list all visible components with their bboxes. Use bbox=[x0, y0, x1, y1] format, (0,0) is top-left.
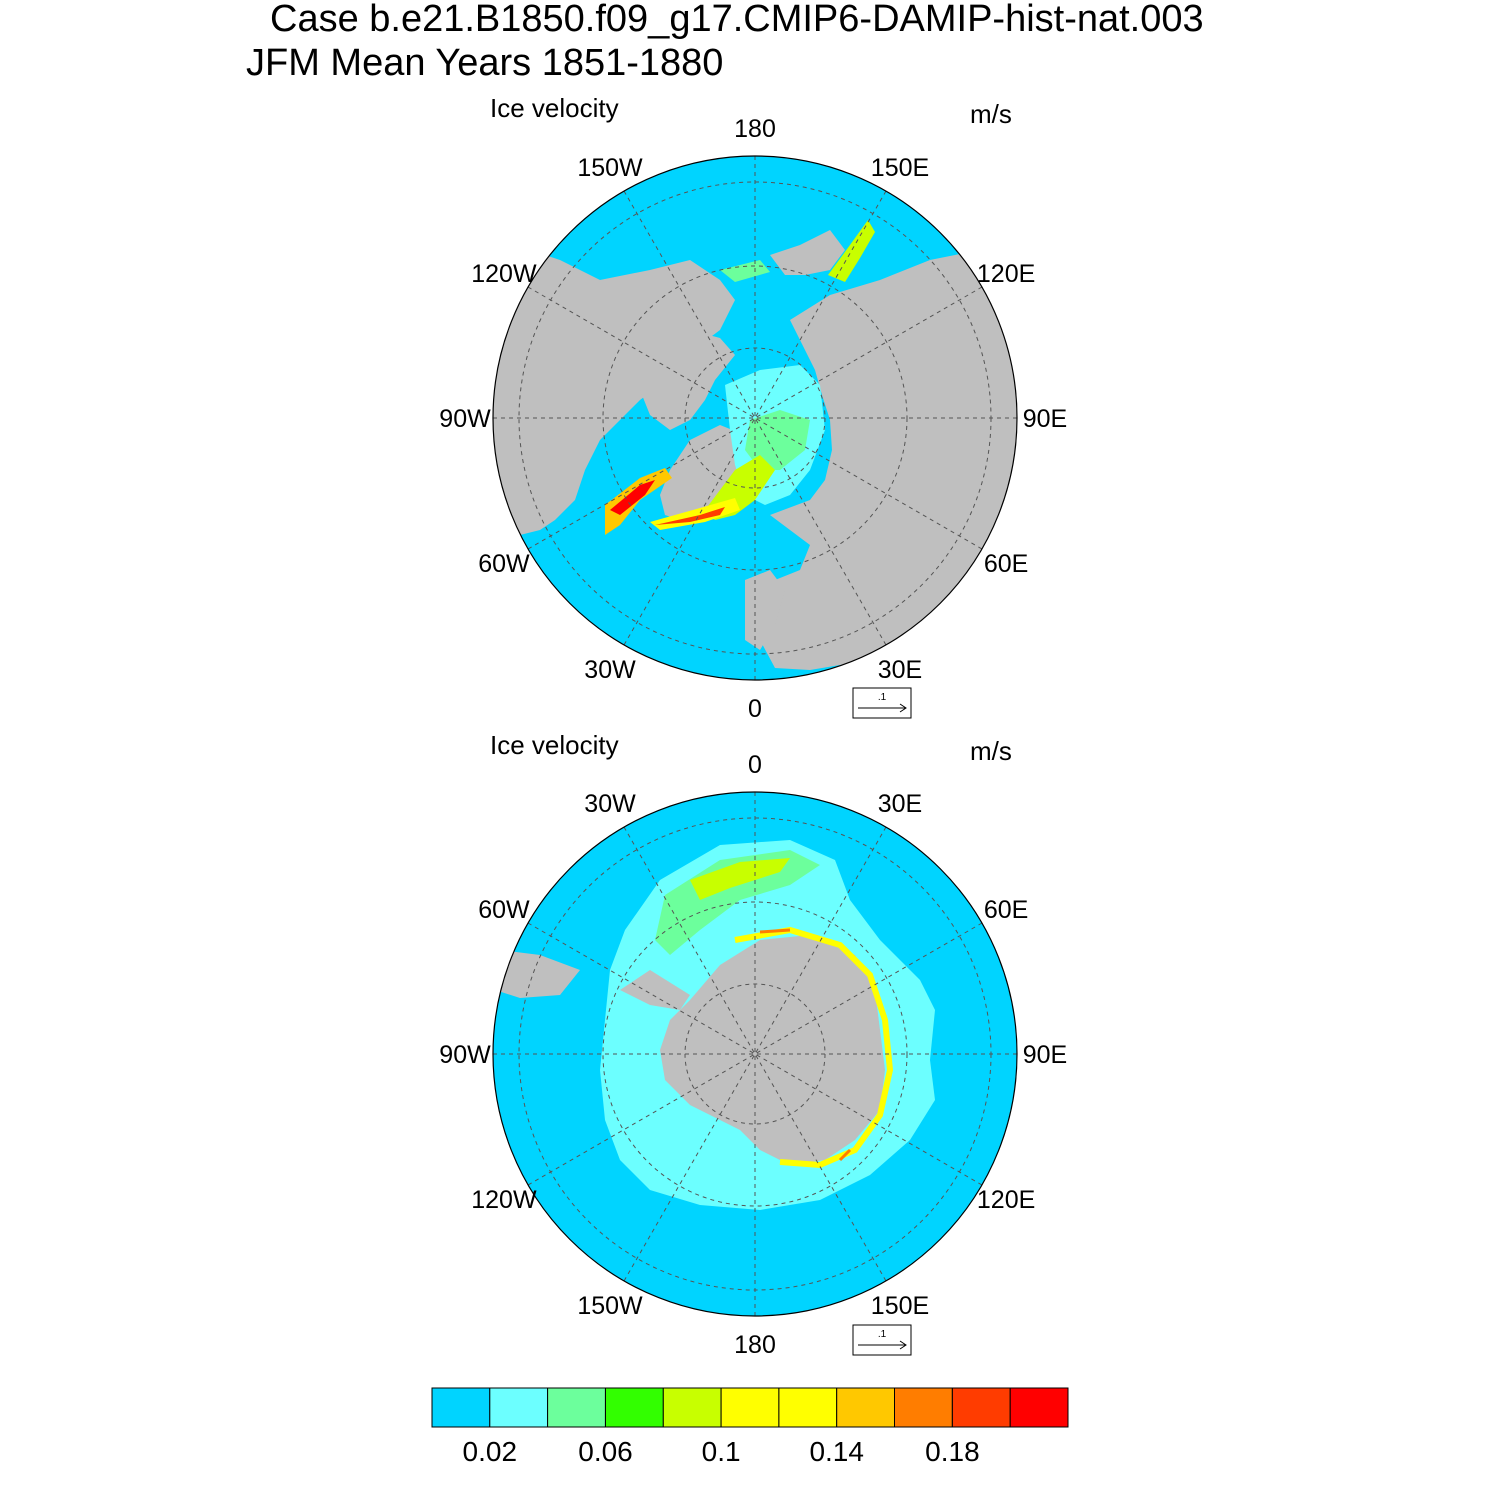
sh-ice-coastal-yellow bbox=[734, 926, 894, 1169]
sh-land-antarctica bbox=[660, 935, 885, 1165]
colorbar-tick-label: 0.02 bbox=[463, 1436, 518, 1467]
figure-title-period: JFM Mean Years 1851-1880 bbox=[246, 42, 724, 84]
sh-reference-vector-label: .1 bbox=[878, 1329, 887, 1340]
sh-lon-label: 150W bbox=[577, 1292, 643, 1320]
nh-land-archipelago bbox=[640, 330, 735, 430]
colorbar-box bbox=[662, 1387, 722, 1428]
nh-panel-units: m/s bbox=[970, 99, 1012, 129]
nh-lon-label: 60E bbox=[984, 550, 1028, 578]
nh-lon-label: 120E bbox=[977, 260, 1035, 288]
figure-title-case: Case b.e21.B1850.f09_g17.CMIP6-DAMIP-his… bbox=[270, 0, 1204, 40]
sh-panel-units: m/s bbox=[970, 736, 1012, 766]
sh-map-border bbox=[492, 791, 1018, 1317]
nh-map-border bbox=[492, 155, 1018, 681]
colorbar-tick-label: 0.18 bbox=[925, 1436, 980, 1467]
colorbar-box bbox=[431, 1387, 491, 1428]
nh-lon-label: 30W bbox=[584, 656, 636, 684]
colorbar-box bbox=[778, 1387, 838, 1428]
nh-ice-baffin-max bbox=[610, 480, 655, 515]
sh-graticule bbox=[493, 792, 1017, 1316]
colorbar-box bbox=[951, 1387, 1011, 1428]
sh-ice-weddell-fast bbox=[690, 858, 790, 900]
nh-lon-label: 30E bbox=[878, 656, 922, 684]
nh-lon-label: 90E bbox=[1023, 405, 1067, 433]
colorbar-box bbox=[605, 1387, 664, 1428]
colorbar-box bbox=[547, 1387, 606, 1428]
colorbar-box bbox=[894, 1387, 953, 1428]
colorbar-box bbox=[1009, 1387, 1069, 1428]
nh-ice-baffin bbox=[605, 468, 672, 535]
sh-ice-weddell bbox=[655, 850, 820, 955]
sh-lon-label: 60W bbox=[478, 896, 530, 924]
sh-reference-vector-arrowhead bbox=[899, 1340, 907, 1350]
colorbar-tick-label: 0.14 bbox=[809, 1436, 864, 1467]
sh-lon-label: 120E bbox=[977, 1186, 1035, 1214]
sh-lon-label: 30E bbox=[878, 790, 922, 818]
nh-ice-east-greenland-max bbox=[655, 507, 725, 525]
nh-land-bering bbox=[770, 230, 845, 275]
sh-lon-label: 0 bbox=[748, 751, 762, 779]
sh-lon-label: 90E bbox=[1023, 1041, 1067, 1069]
colorbar-box bbox=[720, 1387, 780, 1428]
nh-lon-label: 90W bbox=[439, 405, 491, 433]
sh-ice-coastal-orange bbox=[759, 928, 852, 1162]
nh-ice-fram bbox=[745, 410, 810, 470]
nh-reference-vector-box bbox=[852, 687, 912, 719]
sh-lon-label: 90W bbox=[439, 1041, 491, 1069]
nh-lon-label: 180 bbox=[734, 115, 776, 143]
nh-graticule bbox=[493, 156, 1017, 680]
sh-land-peninsula bbox=[620, 970, 690, 1010]
sh-polar-map: 0 30E 60E 90E 120E 150E 180 150W 120W 90W 60W 30W .… bbox=[439, 751, 1067, 1359]
nh-polar-map: 180 150E 120E 90E 60E 30E 0 30W 60W 90W 120W 150W .… bbox=[439, 115, 1067, 723]
nh-lon-label: 150W bbox=[577, 154, 643, 182]
nh-lon-label: 120W bbox=[471, 260, 537, 288]
nh-reference-vector-arrowhead bbox=[899, 703, 907, 713]
sh-lon-label: 120W bbox=[471, 1186, 537, 1214]
sh-lon-label: 30W bbox=[584, 790, 636, 818]
sh-panel-title: Ice velocity bbox=[490, 730, 619, 760]
nh-lon-label: 150E bbox=[871, 154, 929, 182]
sh-reference-vector-box bbox=[852, 1324, 912, 1356]
nh-land-greenland bbox=[660, 425, 755, 520]
nh-ice-chukchi bbox=[720, 260, 770, 282]
nh-lon-label: 0 bbox=[748, 695, 762, 723]
nh-panel-title: Ice velocity bbox=[490, 93, 619, 123]
colorbar-tick-label: 0.06 bbox=[578, 1436, 633, 1467]
colorbar-box bbox=[489, 1387, 549, 1428]
nh-land-north-america bbox=[493, 240, 735, 540]
colorbar-box bbox=[836, 1387, 896, 1428]
nh-land-eurasia bbox=[760, 250, 1017, 670]
sh-lon-label: 60E bbox=[984, 896, 1028, 924]
nh-lon-label: 60W bbox=[478, 550, 530, 578]
colorbar: 0.02 0.06 0.1 0.14 0.18 bbox=[431, 1387, 1069, 1467]
nh-reference-vector-label: .1 bbox=[878, 692, 887, 703]
colorbar-tick-label: 0.1 bbox=[702, 1436, 741, 1467]
sh-lon-label: 180 bbox=[734, 1331, 776, 1359]
sh-land-south-america bbox=[495, 950, 580, 998]
sh-lon-label: 150E bbox=[871, 1292, 929, 1320]
nh-ice-bering bbox=[828, 220, 875, 282]
